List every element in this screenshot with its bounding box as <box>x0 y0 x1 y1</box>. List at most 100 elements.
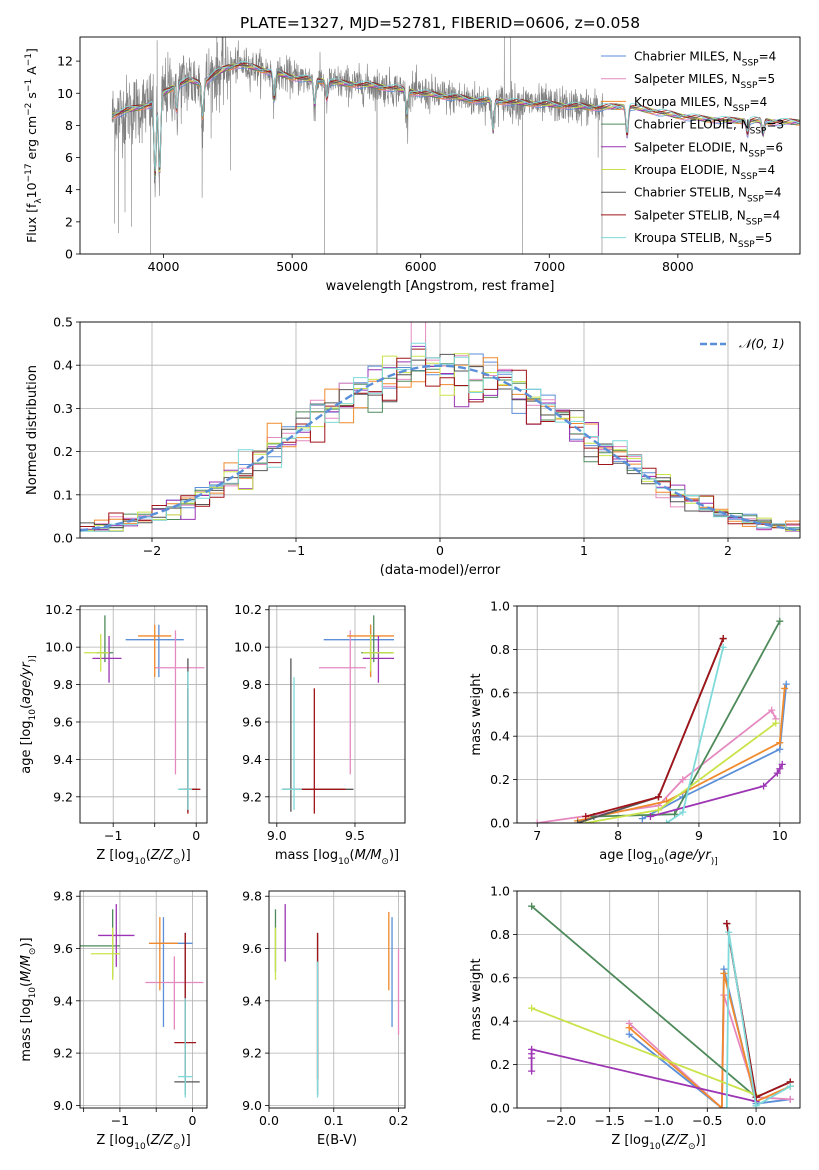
observed-spectrum <box>111 37 604 254</box>
legend-entry: Salpeter STELIB, NSSP=4 <box>634 208 780 227</box>
y-tick-label: 0.4 <box>490 729 510 744</box>
errorbar-kroupa-elodie <box>84 634 110 672</box>
label-part: )] <box>696 1133 706 1148</box>
series-kroupa-elodie <box>582 719 780 823</box>
axes-frame <box>516 890 801 1109</box>
axes-frame <box>79 36 801 255</box>
label-part: )] <box>181 848 191 863</box>
data-point <box>719 635 727 643</box>
data-point <box>776 765 784 773</box>
data-point <box>725 928 733 936</box>
x-tick-label: 0 <box>189 1113 197 1128</box>
plot-area <box>528 902 794 1108</box>
label-part: 10 <box>134 857 146 867</box>
model-kroupa-stelib <box>111 61 800 172</box>
chart-weight-vs-Z: −2.0 −1.5 −1.0 −0.5 0.0 0.0 0.2 0.4 0.6 0.8 1.0 Z [… <box>469 884 801 1152</box>
series-line <box>577 638 725 823</box>
label-part: ( <box>661 1133 666 1148</box>
y-tick-label: 0.2 <box>490 772 510 787</box>
y-tick-label: 9.6 <box>53 941 73 956</box>
label-part: Z/Z <box>150 848 174 863</box>
errorbar-salpeter-elodie <box>92 635 122 683</box>
y-tick-label: 0.6 <box>490 685 510 700</box>
errorbar-kroupa-stelib <box>177 998 193 1098</box>
axes-frame <box>268 890 406 1109</box>
label-part: −1 <box>24 79 34 92</box>
y-tick-label: 0.0 <box>490 816 510 831</box>
label-part: 10 <box>649 1142 661 1152</box>
legend-entry: Kroupa ELODIE, NSSP=4 <box>634 163 775 182</box>
plot-area <box>533 617 790 823</box>
label-part: ] <box>24 48 39 53</box>
series-line <box>577 688 786 822</box>
label-part: ⊙ <box>381 857 389 867</box>
legend-nssp: =5 <box>757 72 775 86</box>
legend-model-name: Salpeter MILES, N <box>634 72 741 86</box>
y-axis-label: age [log10(age/yr)] <box>19 655 38 773</box>
x-tick-label: −1.0 <box>643 1113 673 1128</box>
y-tick-label: 12 <box>57 54 73 69</box>
y-axis-label: mass weight <box>469 673 484 755</box>
label-part: 10 <box>28 709 38 721</box>
series-chabrier-stelib <box>574 635 727 823</box>
label-part: ⊙ <box>173 857 181 867</box>
label-part: Z/Z <box>665 1133 689 1148</box>
legend-nssp: =4 <box>757 163 775 177</box>
legend-subscript: SSP <box>748 149 765 159</box>
errorbar-kroupa-stelib <box>281 677 302 810</box>
data-point <box>772 719 780 727</box>
y-tick-label: 10.2 <box>45 602 73 617</box>
y-tick-label: 9.6 <box>242 714 262 729</box>
y-tick-label: 0.0 <box>53 531 73 546</box>
x-axis-label: (data-model)/error <box>380 563 501 578</box>
x-tick-label: 4000 <box>148 259 180 274</box>
label-part: age/yr <box>19 661 34 704</box>
label-part: ( <box>664 848 669 863</box>
data-point <box>776 745 784 753</box>
x-tick-label: 0 <box>192 828 200 843</box>
x-tick-label: 0.0 <box>259 1113 279 1128</box>
y-tick-label: 0.8 <box>490 642 510 657</box>
legend-subscript: SSP <box>741 81 758 91</box>
legend-nssp: =6 <box>765 140 783 154</box>
x-tick-label: 0.0 <box>746 1113 766 1128</box>
axes-frame <box>79 890 208 1109</box>
label-part: −2 <box>24 103 34 116</box>
data-point <box>718 1104 726 1108</box>
y-tick-label: 0.3 <box>53 401 73 416</box>
chart-title: PLATE=1327, MJD=52781, FIBERID=0606, z=0… <box>240 14 640 32</box>
x-tick-label: 8 <box>614 828 622 843</box>
y-tick-label: 9.0 <box>53 1098 73 1113</box>
label-part: M/M <box>19 955 34 982</box>
label-part: ( <box>19 982 34 987</box>
series-chabrier-elodie <box>528 902 760 1101</box>
series-line <box>650 763 783 818</box>
x-axis-label: Z [log10(Z/Z⊙)] <box>96 848 190 867</box>
x-axis-label: mass [log10(M/M⊙)] <box>275 848 399 867</box>
errorbar-salpeter-miles <box>154 630 205 775</box>
plot-area <box>80 904 204 1098</box>
y-tick-label: 2 <box>65 214 73 229</box>
label-part: )] <box>28 655 38 662</box>
series-salpeter-elodie <box>528 1045 760 1105</box>
y-tick-label: 1.0 <box>490 884 510 899</box>
data-point <box>533 819 541 823</box>
x-tick-label: −2.0 <box>546 1113 576 1128</box>
data-point <box>752 1093 760 1101</box>
y-axis-label: Flux [fλ10−17 erg cm−2 s−1 A−1] <box>24 48 44 243</box>
y-tick-label: 0.2 <box>490 1057 510 1072</box>
legend-nssp: =4 <box>763 208 781 222</box>
legend-model-name: Kroupa STELIB, N <box>634 231 738 245</box>
y-tick-label: 0 <box>65 247 73 262</box>
label-part: Z [log <box>611 1133 649 1148</box>
histogram-chabrier-stelib <box>80 353 800 530</box>
legend-subscript: SSP <box>742 59 759 69</box>
x-tick-label: 9.0 <box>267 828 287 843</box>
y-tick-label: 10 <box>57 86 73 101</box>
y-tick-label: 8 <box>65 118 73 133</box>
x-axis-label: Z [log10(Z/Z⊙)] <box>611 1133 705 1152</box>
series-line <box>531 1007 757 1096</box>
y-tick-label: 0.8 <box>490 927 510 942</box>
errorbar-chabrier-elodie <box>96 615 114 663</box>
